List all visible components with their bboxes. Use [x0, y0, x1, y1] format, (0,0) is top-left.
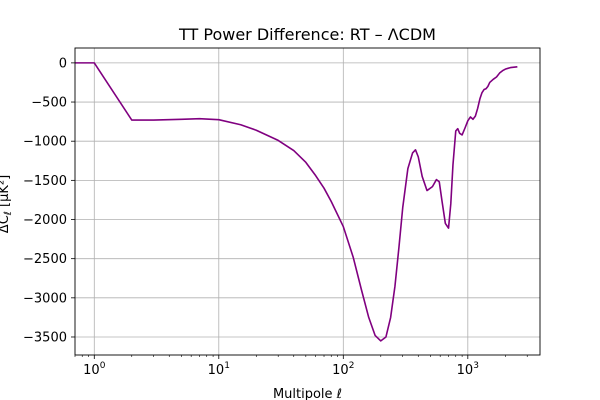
y-tick-label: −1500	[23, 174, 67, 189]
grid	[75, 48, 540, 355]
y-tick-label: 0	[59, 56, 67, 71]
y-axis-label: ΔCℓ [μK²]	[0, 175, 14, 233]
x-tick-label: 101	[208, 361, 230, 378]
axes: 100 101 102 1030−500−1000−1500−2000−2500−30…	[23, 47, 541, 378]
x-tick-label: 102	[332, 361, 354, 378]
x-tick-label: 103	[457, 361, 479, 378]
series-line	[75, 62, 518, 342]
y-tick-label: −3000	[23, 291, 67, 306]
x-tick-label-base: 10	[83, 363, 100, 378]
x-tick-label-base: 10	[457, 363, 474, 378]
x-tick-label-exponent: 1	[224, 361, 230, 371]
x-tick-label-base: 10	[208, 363, 225, 378]
y-tick-label: −3500	[23, 330, 67, 345]
plot-area	[75, 62, 518, 342]
x-tick-label-exponent: 0	[100, 361, 106, 371]
y-axis-label-symbol: ΔC	[0, 215, 12, 233]
y-axis-label-subscript: ℓ	[3, 211, 14, 215]
chart-title: TT Power Difference: RT – ΛCDM	[178, 25, 436, 44]
x-tick-label-exponent: 3	[473, 361, 479, 371]
axes-frame	[74, 47, 541, 356]
y-axis-label-unit: [μK²]	[0, 175, 12, 211]
y-tick-label: −2500	[23, 252, 67, 267]
x-axis-label: Multipole ℓ	[273, 387, 342, 400]
y-tick-label: −1000	[23, 135, 67, 150]
x-tick-label: 100	[83, 361, 106, 378]
y-tick-label: −2000	[23, 213, 67, 228]
y-tick-label: −500	[31, 96, 67, 111]
x-tick-label-base: 10	[332, 363, 349, 378]
x-tick-label-exponent: 2	[349, 361, 355, 371]
